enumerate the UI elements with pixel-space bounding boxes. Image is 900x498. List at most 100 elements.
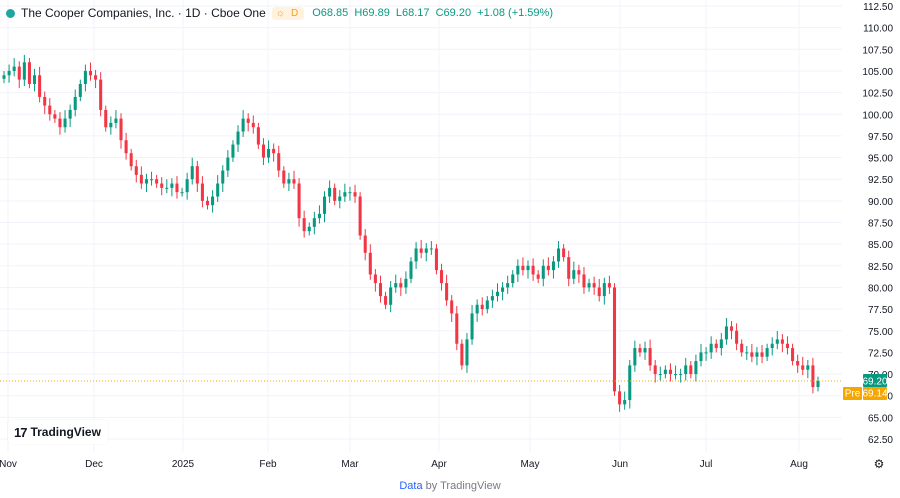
candle-body xyxy=(475,304,479,314)
candle-body xyxy=(765,348,769,357)
candle-body xyxy=(58,118,62,128)
candle xyxy=(307,222,311,236)
candle-body xyxy=(480,304,484,310)
candle-body xyxy=(12,66,16,71)
candle xyxy=(612,283,617,396)
x-tick-label: Jun xyxy=(612,459,628,470)
candle-body xyxy=(592,283,596,288)
candle-body xyxy=(785,343,790,349)
x-tick-label: Jul xyxy=(700,459,713,470)
candle-body xyxy=(211,196,215,206)
candle xyxy=(714,339,718,353)
candle xyxy=(170,178,174,197)
candle xyxy=(429,241,433,255)
candle-body xyxy=(760,352,764,357)
premarket-price-label: 69.14 xyxy=(862,388,887,399)
candle xyxy=(68,104,72,128)
candle-body xyxy=(139,174,143,184)
candle xyxy=(760,344,764,364)
candle-body xyxy=(287,179,291,184)
chart-area[interactable]: 62.5065.0067.5070.0072.5075.0077.5080.00… xyxy=(0,0,900,472)
tradingview-logo[interactable]: 17 TradingView xyxy=(8,420,108,444)
candle xyxy=(358,192,362,240)
candle xyxy=(674,365,678,380)
candle-body xyxy=(811,365,815,388)
y-tick-label: 87.50 xyxy=(868,219,893,230)
candle xyxy=(409,257,413,284)
x-axis[interactable]: Nov Dec 2025 Feb Mar Apr May Jun Jul Aug xyxy=(0,459,808,470)
premarket-tag-label-bg xyxy=(843,386,862,400)
candle xyxy=(724,317,728,345)
candle xyxy=(694,354,698,382)
candle xyxy=(521,257,525,276)
candle-body xyxy=(343,192,347,197)
candle xyxy=(562,244,566,262)
candle xyxy=(246,113,250,132)
candle-body xyxy=(63,118,67,128)
candle-body xyxy=(134,166,138,175)
candle xyxy=(236,125,240,153)
candle-body xyxy=(241,118,245,132)
candle-body xyxy=(643,348,647,353)
low-value: L68.17 xyxy=(395,7,430,19)
candle xyxy=(272,143,276,162)
candle xyxy=(287,172,291,191)
candle-body xyxy=(292,179,296,184)
x-tick-label: Dec xyxy=(85,459,103,470)
candle-body xyxy=(729,326,734,331)
candle xyxy=(785,336,790,355)
candle xyxy=(439,263,444,291)
candle xyxy=(465,333,469,373)
candle-body xyxy=(246,118,250,123)
y-tick-label: 72.50 xyxy=(868,348,893,359)
candle xyxy=(292,170,296,189)
candle xyxy=(450,295,454,322)
close-value: C69.20 xyxy=(435,7,472,19)
candle-body xyxy=(501,287,505,292)
candle-body xyxy=(22,62,26,80)
candles xyxy=(2,54,820,412)
candle-body xyxy=(704,352,708,354)
candle-body xyxy=(83,70,87,84)
candle-body xyxy=(618,391,622,405)
candle-body xyxy=(724,326,728,340)
candle-body xyxy=(679,374,683,376)
candle-body xyxy=(699,352,703,362)
candle-body xyxy=(180,192,184,194)
premarket-price-tag xyxy=(863,386,887,400)
symbol-title[interactable]: The Cooper Companies, Inc. · 1D · Cboe O… xyxy=(21,6,266,20)
candle xyxy=(684,357,688,381)
candle-body xyxy=(429,248,433,250)
candle-body xyxy=(78,83,82,97)
candle xyxy=(150,171,154,186)
candle-body xyxy=(272,148,276,154)
candle-body xyxy=(282,170,286,184)
candle-body xyxy=(582,274,586,288)
candle-body xyxy=(719,339,723,349)
candle-body xyxy=(129,153,133,167)
candle xyxy=(231,140,235,162)
candle-body xyxy=(190,166,194,180)
candle-body xyxy=(567,257,571,279)
candle-body xyxy=(445,283,449,301)
candle-body xyxy=(165,187,169,189)
candle xyxy=(506,275,510,294)
candle xyxy=(155,174,159,188)
market-status-letter: D xyxy=(290,7,299,19)
candle-body xyxy=(236,131,240,145)
candle-body xyxy=(572,270,576,279)
data-link[interactable]: Data xyxy=(399,480,423,492)
candle-body xyxy=(490,296,494,301)
candle xyxy=(384,291,388,310)
candlestick-chart[interactable]: 62.5065.0067.5070.0072.5075.0077.5080.00… xyxy=(0,0,900,472)
candle-body xyxy=(607,283,611,288)
y-axis[interactable]: 62.5065.0067.5070.0072.5075.0077.5080.00… xyxy=(862,2,893,446)
candle-body xyxy=(297,183,301,219)
candle xyxy=(368,244,372,280)
candle xyxy=(480,297,484,316)
market-status-badge[interactable]: ☼ D xyxy=(271,6,305,20)
candle-body xyxy=(653,365,657,375)
gear-icon[interactable]: ⚙ xyxy=(873,457,885,471)
candle-body xyxy=(328,187,332,197)
candle-body xyxy=(348,192,352,194)
